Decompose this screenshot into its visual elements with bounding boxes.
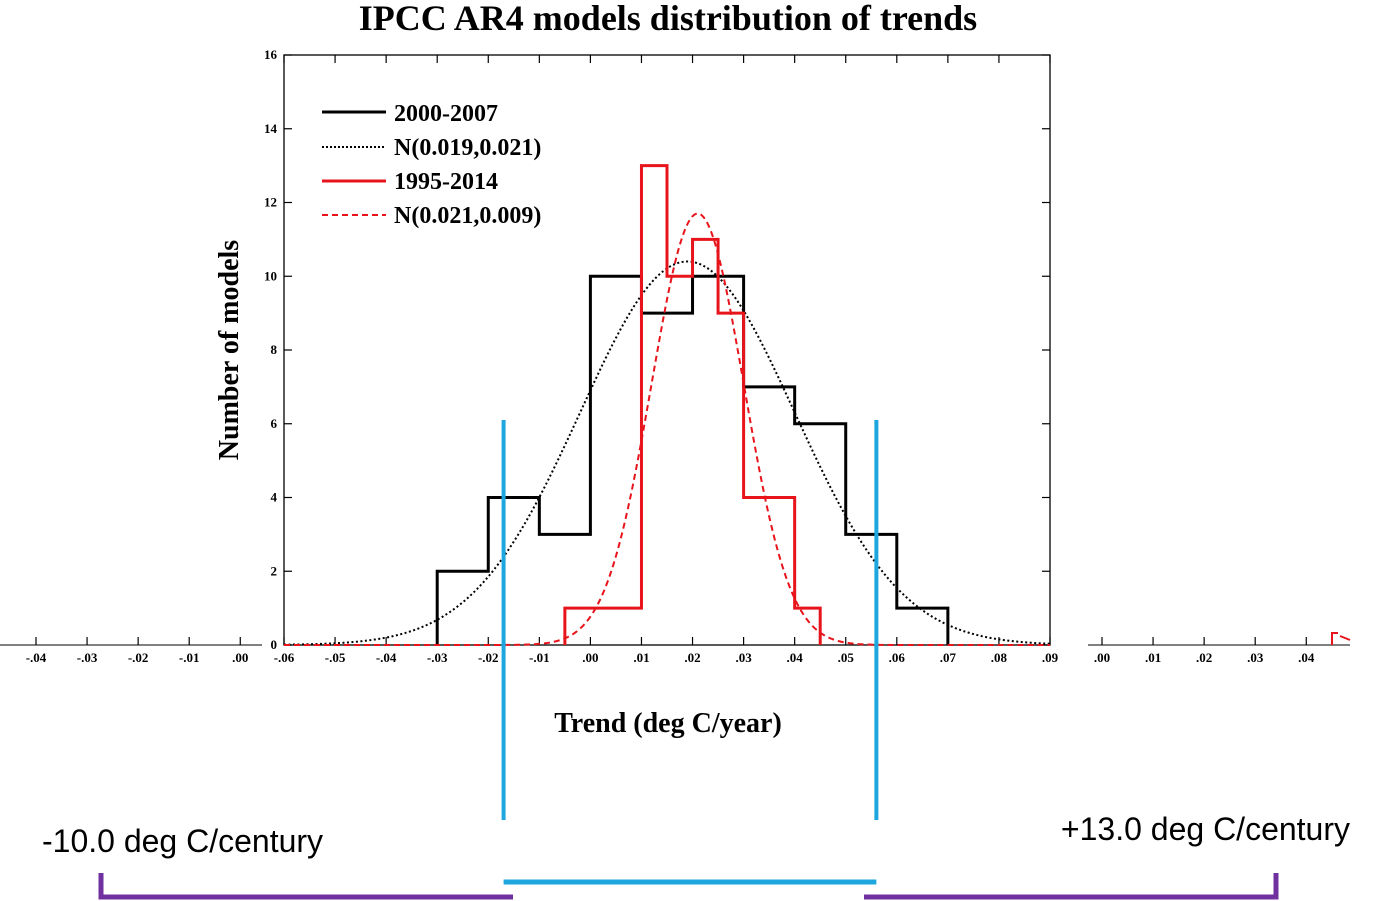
y-tick-label: 2 <box>271 563 278 578</box>
x-tick-label: -.04 <box>376 650 397 665</box>
normal-curve-n-0-021-0-009 <box>284 212 1050 646</box>
series-layer <box>283 164 1051 646</box>
legend-label-2000-2007: 2000-2007 <box>394 101 498 127</box>
x-tick-label: -.03 <box>427 650 448 665</box>
y-tick-label: 16 <box>264 47 278 62</box>
x-axis-label: Trend (deg C/year) <box>554 708 782 739</box>
right-fragment-ticks: .00 .01 .02 .03 .04 <box>1094 637 1315 665</box>
left-fragment-tick-label: -.04 <box>26 650 47 665</box>
left-fragment-tick-label: -.02 <box>128 650 149 665</box>
right-fragment-red-mark <box>1331 632 1351 645</box>
left-fragment-ticks: -.04 -.03 -.02 -.01 .00 <box>26 637 248 665</box>
x-tick-label: .02 <box>684 650 700 665</box>
left-fragment-tick-label: .00 <box>232 650 248 665</box>
right-fragment-tick-label: .02 <box>1196 650 1212 665</box>
y-tick-label: 0 <box>271 637 278 652</box>
x-tick-label: .04 <box>787 650 804 665</box>
right-fragment-tick-label: .01 <box>1145 650 1161 665</box>
normal-curve-n-0-019-0-021 <box>283 260 1051 646</box>
x-tick-label: -.06 <box>274 650 295 665</box>
y-axis-ticks: 0 2 4 6 8 10 12 14 16 <box>264 47 1050 652</box>
x-tick-label: .09 <box>1042 650 1059 665</box>
y-tick-label: 14 <box>264 121 278 136</box>
right-fragment-tick-label: .04 <box>1298 650 1315 665</box>
histogram-2000-2007 <box>435 274 950 645</box>
x-tick-label: .00 <box>582 650 598 665</box>
x-tick-label: -.02 <box>478 650 499 665</box>
y-tick-label: 10 <box>264 268 277 283</box>
left-fragment-tick-label: -.01 <box>179 650 200 665</box>
legend-label-normal-black: N(0.019,0.021) <box>394 135 541 161</box>
left-annotation: -10.0 deg C/century <box>42 823 323 859</box>
y-tick-label: 12 <box>264 195 277 210</box>
legend-label-normal-red: N(0.021,0.009) <box>394 203 541 229</box>
y-axis-label: Number of models <box>214 240 245 460</box>
right-range-bracket <box>864 873 1279 900</box>
y-tick-label: 8 <box>271 342 278 357</box>
x-tick-label: .07 <box>940 650 957 665</box>
y-tick-label: 6 <box>271 416 278 431</box>
legend: 2000-2007 N(0.019,0.021) 1995-2014 N(0.0… <box>322 101 541 229</box>
x-tick-label: .06 <box>889 650 906 665</box>
right-annotation: +13.0 deg C/century <box>1061 811 1350 847</box>
left-fragment-tick-label: -.03 <box>77 650 98 665</box>
legend-label-1995-2014: 1995-2014 <box>394 169 498 195</box>
y-tick-label: 4 <box>271 490 278 505</box>
x-tick-label: .05 <box>838 650 855 665</box>
histogram-1995-2014 <box>563 164 822 645</box>
x-tick-label: -.01 <box>529 650 550 665</box>
right-fragment-tick-label: .03 <box>1247 650 1264 665</box>
x-axis-ticks: -.06 -.05 -.04 -.03 -.02 -.01 .00 .01 .02 .03 .04.… <box>274 55 1059 665</box>
range-bracket <box>501 420 879 885</box>
x-tick-label: -.05 <box>325 650 346 665</box>
left-range-bracket <box>98 873 513 900</box>
x-tick-label: .08 <box>991 650 1008 665</box>
x-tick-label: .01 <box>633 650 649 665</box>
x-tick-label: .03 <box>735 650 752 665</box>
right-fragment-tick-label: .00 <box>1094 650 1110 665</box>
chart-title: IPCC AR4 models distribution of trends <box>359 0 977 38</box>
